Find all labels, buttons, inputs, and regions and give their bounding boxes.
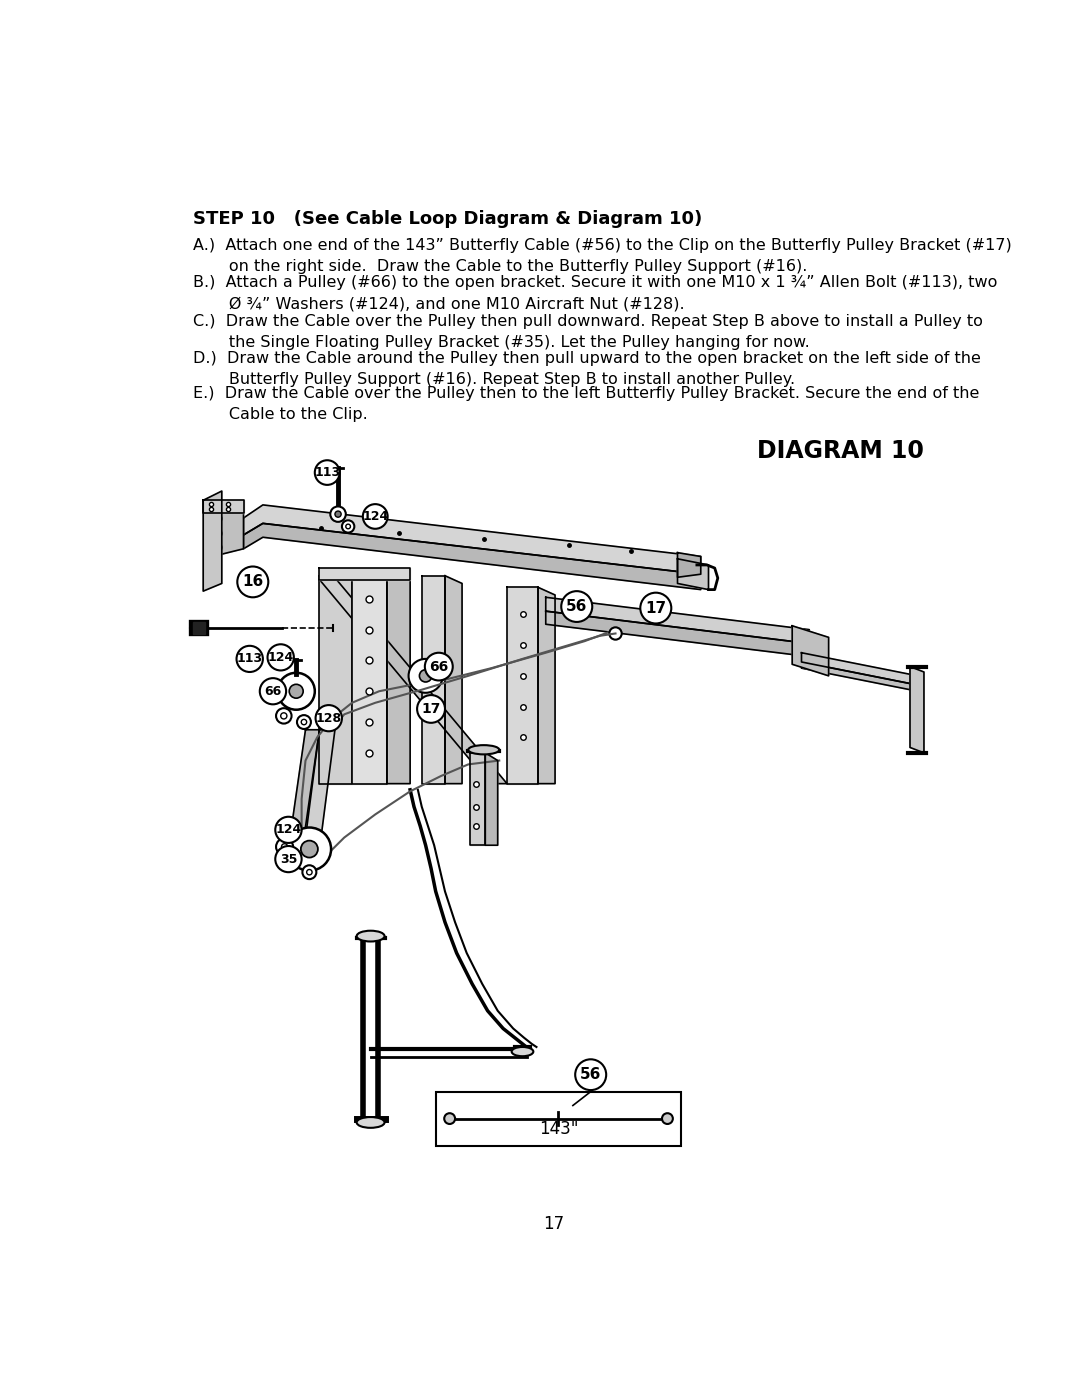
Text: 143": 143": [539, 1119, 578, 1137]
Circle shape: [281, 712, 287, 719]
Polygon shape: [470, 753, 485, 845]
Polygon shape: [545, 598, 809, 644]
Ellipse shape: [512, 1046, 534, 1056]
Text: C.)  Draw the Cable over the Pulley then pull downward. Repeat Step B above to i: C.) Draw the Cable over the Pulley then …: [193, 314, 983, 349]
Bar: [435, 1091, 681, 1146]
Text: 17: 17: [645, 601, 666, 616]
Circle shape: [287, 827, 332, 870]
Text: 124: 124: [362, 510, 389, 522]
Polygon shape: [291, 729, 320, 838]
Text: 16: 16: [242, 574, 264, 590]
Circle shape: [576, 1059, 606, 1090]
Text: 66: 66: [429, 659, 448, 673]
Polygon shape: [243, 524, 701, 590]
Polygon shape: [320, 569, 410, 580]
Polygon shape: [320, 576, 352, 784]
Circle shape: [342, 520, 354, 532]
Ellipse shape: [356, 1118, 384, 1127]
Circle shape: [268, 644, 294, 671]
Text: A.)  Attach one end of the 143” Butterfly Cable (#56) to the Clip on the Butterf: A.) Attach one end of the 143” Butterfly…: [193, 239, 1012, 274]
Text: 124: 124: [275, 823, 301, 837]
Circle shape: [275, 847, 301, 872]
Text: 56: 56: [566, 599, 588, 615]
Text: B.)  Attach a Pulley (#66) to the open bracket. Secure it with one M10 x 1 ¾” Al: B.) Attach a Pulley (#66) to the open br…: [193, 275, 998, 312]
Polygon shape: [445, 576, 462, 784]
Text: 66: 66: [265, 685, 282, 697]
Circle shape: [260, 678, 286, 704]
Circle shape: [419, 669, 432, 682]
Circle shape: [301, 841, 318, 858]
Text: 17: 17: [543, 1215, 564, 1234]
Text: 113: 113: [237, 652, 262, 665]
Polygon shape: [793, 626, 828, 676]
Polygon shape: [193, 622, 205, 634]
Circle shape: [275, 817, 301, 842]
Text: E.)  Draw the Cable over the Pulley then to the left Butterfly Pulley Bracket. S: E.) Draw the Cable over the Pulley then …: [193, 386, 980, 422]
Text: 128: 128: [315, 711, 341, 725]
Polygon shape: [320, 580, 507, 784]
Polygon shape: [387, 571, 410, 784]
Polygon shape: [801, 652, 918, 685]
Circle shape: [302, 865, 316, 879]
Circle shape: [640, 592, 672, 623]
Text: 17: 17: [421, 701, 441, 715]
Circle shape: [408, 659, 443, 693]
Circle shape: [278, 673, 314, 710]
Polygon shape: [507, 587, 538, 784]
Circle shape: [424, 652, 453, 680]
Polygon shape: [203, 490, 221, 591]
Circle shape: [276, 838, 293, 855]
Text: STEP 10   (See Cable Loop Diagram & Diagram 10): STEP 10 (See Cable Loop Diagram & Diagra…: [193, 210, 702, 228]
Circle shape: [301, 719, 307, 725]
Circle shape: [330, 507, 346, 522]
Polygon shape: [677, 559, 708, 590]
Polygon shape: [352, 571, 387, 784]
Ellipse shape: [356, 930, 384, 942]
Circle shape: [237, 645, 262, 672]
Text: 35: 35: [280, 852, 297, 866]
Circle shape: [444, 1113, 455, 1125]
Text: 56: 56: [580, 1067, 602, 1083]
Circle shape: [307, 869, 312, 875]
Circle shape: [346, 524, 350, 529]
Circle shape: [276, 708, 292, 724]
Text: 124: 124: [268, 651, 294, 664]
Polygon shape: [538, 587, 555, 784]
Circle shape: [282, 844, 287, 849]
Circle shape: [289, 685, 303, 698]
Text: DIAGRAM 10: DIAGRAM 10: [757, 439, 924, 462]
Circle shape: [314, 460, 339, 485]
Circle shape: [562, 591, 592, 622]
Polygon shape: [306, 729, 335, 838]
Text: 113: 113: [314, 467, 340, 479]
Polygon shape: [243, 504, 701, 574]
Polygon shape: [677, 553, 701, 577]
Circle shape: [315, 705, 342, 731]
Polygon shape: [203, 500, 243, 513]
Circle shape: [363, 504, 388, 529]
Circle shape: [335, 511, 341, 517]
Polygon shape: [910, 666, 924, 753]
Polygon shape: [485, 753, 498, 845]
Circle shape: [662, 1113, 673, 1125]
Text: D.)  Draw the Cable around the Pulley then pull upward to the open bracket on th: D.) Draw the Cable around the Pulley the…: [193, 351, 981, 387]
Polygon shape: [422, 576, 445, 784]
Polygon shape: [545, 610, 809, 657]
Polygon shape: [801, 662, 918, 692]
Ellipse shape: [469, 745, 499, 754]
Circle shape: [297, 715, 311, 729]
Circle shape: [609, 627, 622, 640]
Circle shape: [238, 567, 268, 598]
Polygon shape: [213, 504, 243, 556]
Circle shape: [417, 696, 445, 722]
